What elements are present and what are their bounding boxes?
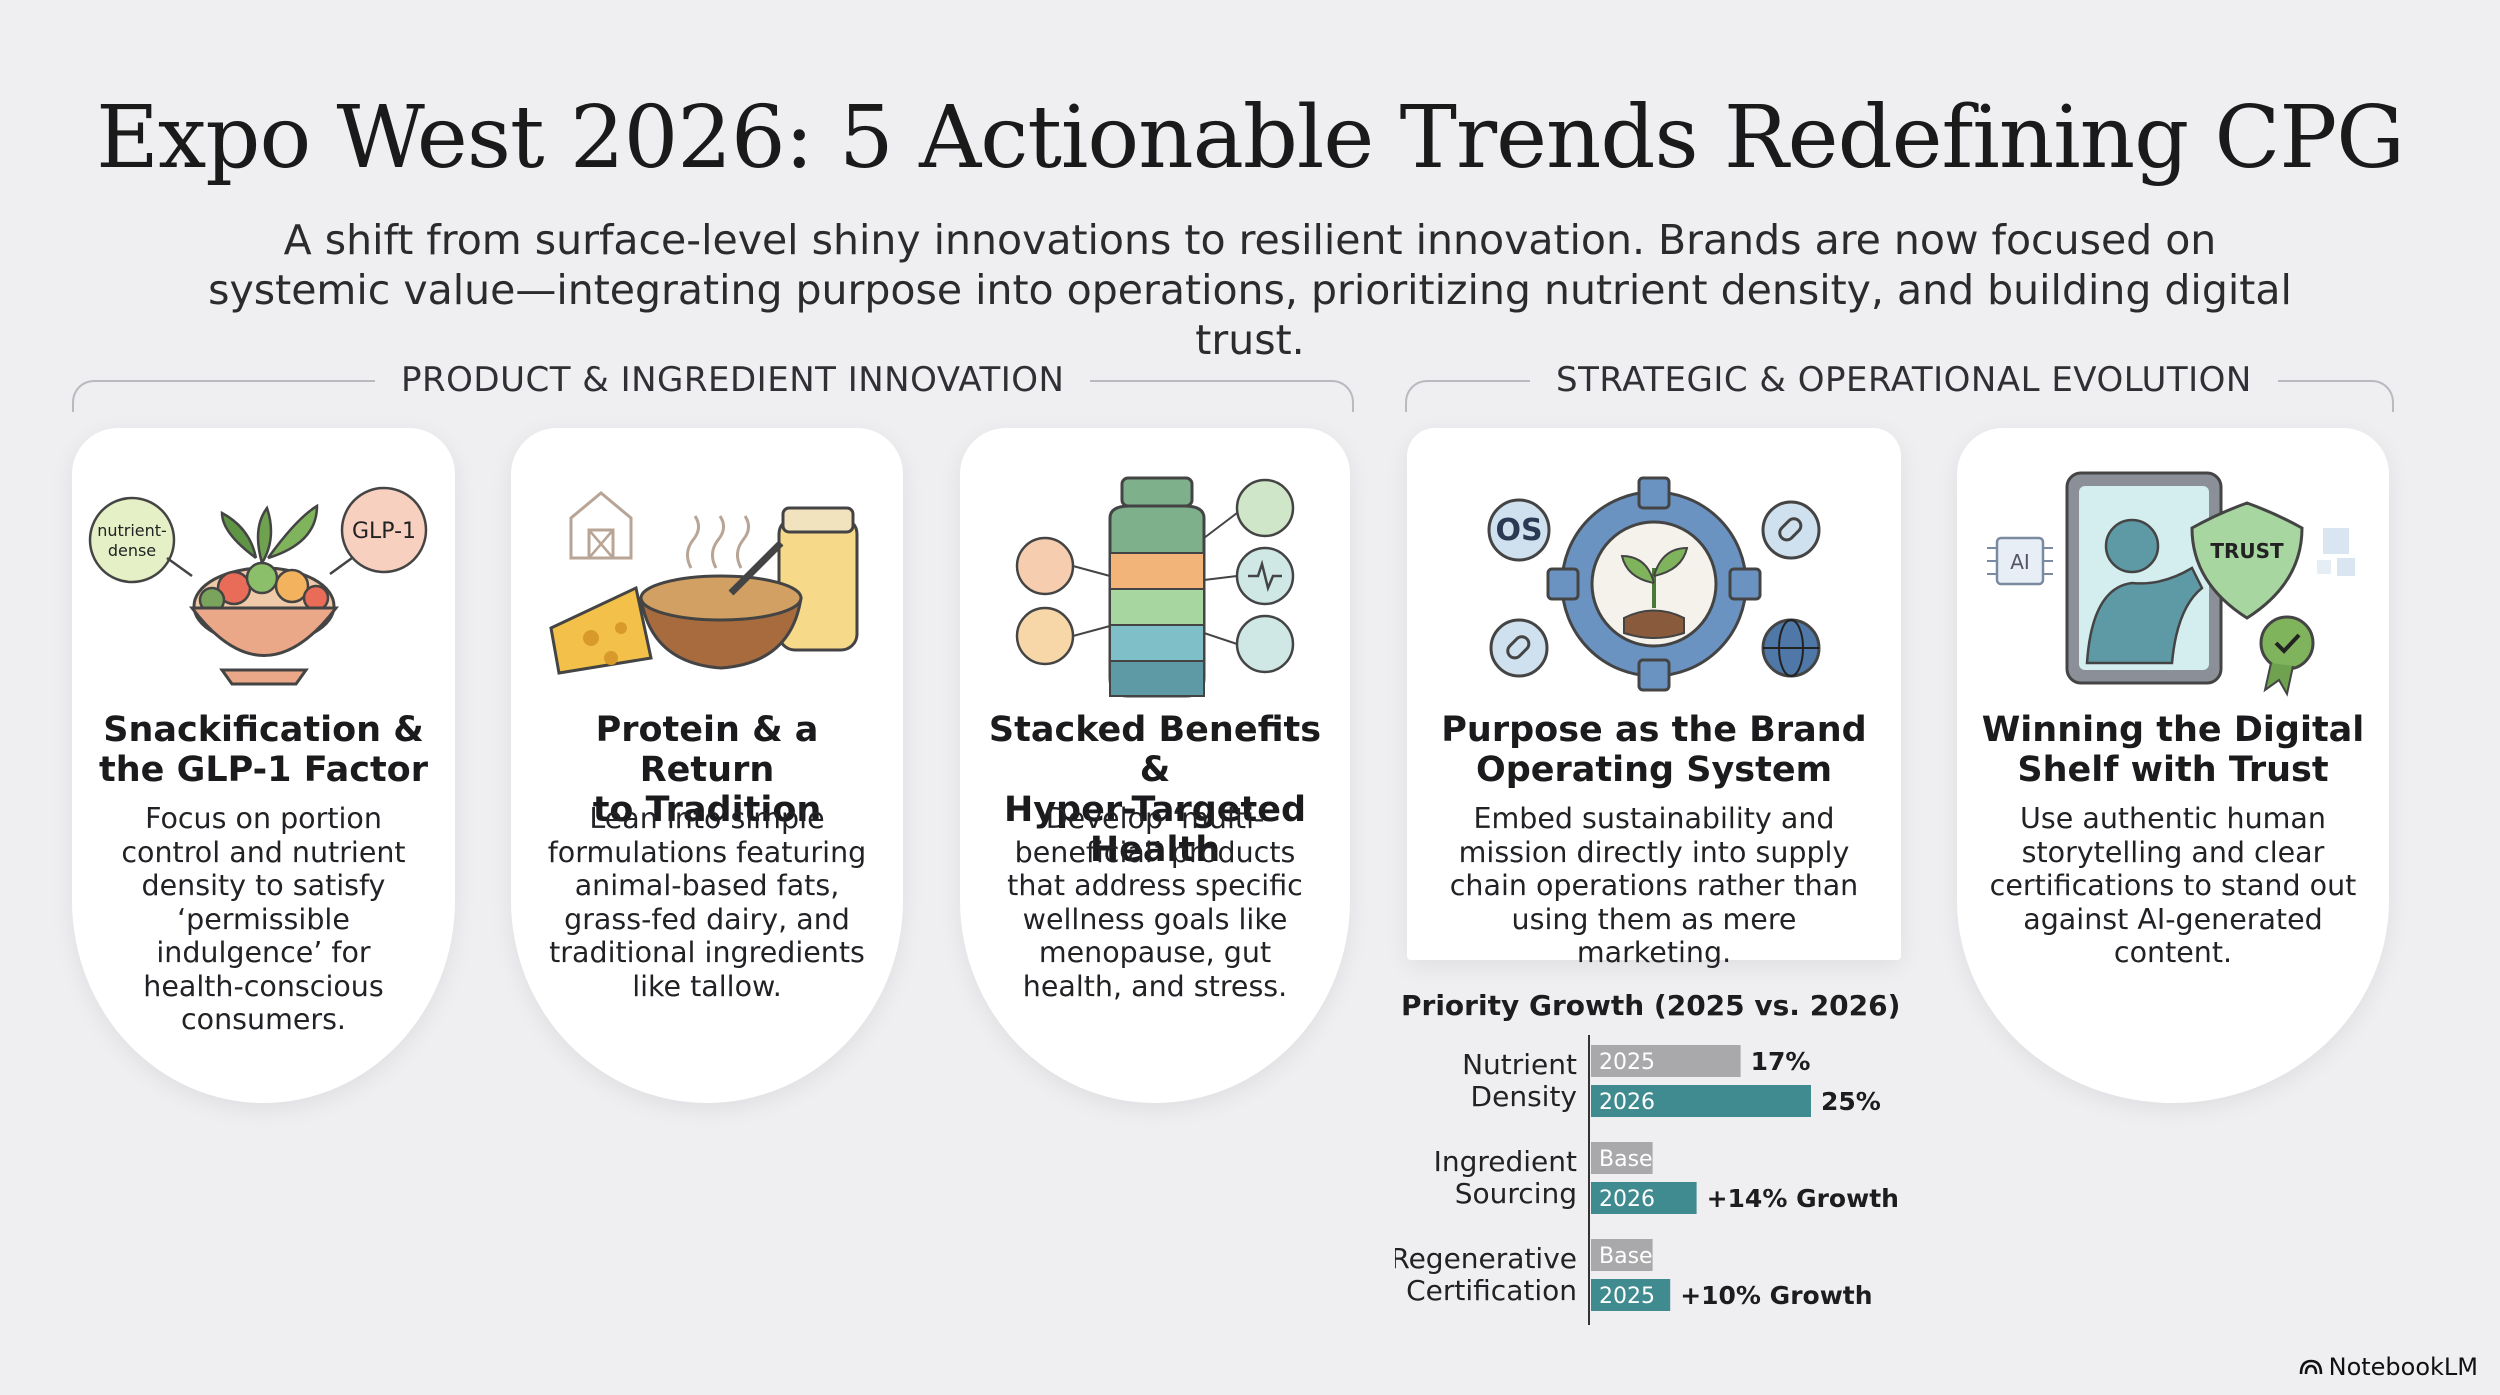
tablet-trust-shield-icon: TRUST AI	[1957, 458, 2389, 708]
svg-text:dense: dense	[108, 541, 156, 560]
category-label: Nutrient	[1462, 1048, 1577, 1081]
card-title: Purpose as the Brand Operating System	[1421, 710, 1887, 790]
svg-text:TRUST: TRUST	[2210, 539, 2284, 563]
card-body: Develop ‘multi-beneficial’ products that…	[990, 802, 1320, 1003]
svg-text:AI: AI	[2010, 550, 2030, 574]
priority-growth-chart: Priority Growth (2025 vs. 2026) Nutrient D…	[1395, 985, 1955, 1325]
card-body: Embed sustainability and mission directl…	[1437, 802, 1871, 970]
card-title: Snackification & the GLP-1 Factor	[86, 710, 441, 790]
bar-label: 2026	[1599, 1090, 1655, 1115]
category-label: Sourcing	[1455, 1177, 1577, 1210]
card-body: Focus on portion control and nutrient de…	[102, 802, 425, 1037]
brand-mark: NotebookLM	[2299, 1353, 2478, 1381]
category-label: Ingredient	[1434, 1145, 1577, 1178]
trend-card-stacked-benefits: Stacked Benefits & Hyper-Targeted Health …	[960, 428, 1350, 1103]
layered-bottle-icon	[960, 458, 1350, 708]
category-label: Density	[1471, 1080, 1577, 1113]
svg-text:GLP-1: GLP-1	[352, 519, 416, 544]
category-label: Certification	[1406, 1274, 1577, 1307]
trend-card-protein-tradition: Protein & a Return to Tradition Lean into…	[511, 428, 903, 1103]
gear-sprout-icon: OS	[1407, 458, 1901, 708]
salad-bowl-icon: nutrient- dense GLP-1	[72, 458, 455, 708]
bar-value-label: 25%	[1821, 1087, 1881, 1116]
trend-card-digital-shelf: TRUST AI Winning the Digital Shelf with T…	[1957, 428, 2389, 1103]
trend-card-purpose-os: OS Purpose as the Brand Operating System …	[1407, 428, 1901, 960]
card-title: Winning the Digital Shelf with Trust	[1971, 710, 2375, 790]
chart-title: Priority Growth (2025 vs. 2026)	[1401, 989, 1900, 1022]
bar-label: 2025	[1599, 1050, 1655, 1075]
page-title: Expo West 2026: 5 Actionable Trends Rede…	[0, 88, 2500, 188]
page-subtitle: A shift from surface-level shiny innovat…	[200, 215, 2300, 365]
section-label-product: PRODUCT & INGREDIENT INNOVATION	[375, 360, 1090, 400]
bar-value-label: 17%	[1751, 1047, 1811, 1076]
svg-text:nutrient-: nutrient-	[97, 521, 167, 540]
bar-value-label: +14% Growth	[1707, 1184, 1899, 1213]
bar-label: 2025	[1599, 1284, 1655, 1309]
trend-card-snackification: nutrient- dense GLP-1 Snackification & th…	[72, 428, 455, 1103]
barn-cheese-bowl-icon	[511, 458, 903, 708]
card-body: Use authentic human storytelling and cle…	[1987, 802, 2359, 970]
bar-label: 2026	[1599, 1187, 1655, 1212]
svg-text:OS: OS	[1495, 513, 1542, 548]
category-label: Regenerative	[1395, 1242, 1577, 1275]
bar-label: Base	[1599, 1147, 1653, 1172]
bar-value-label: +10% Growth	[1680, 1281, 1872, 1310]
brand-name: NotebookLM	[2329, 1353, 2478, 1381]
notebooklm-logo-icon	[2299, 1358, 2323, 1376]
bar-label: Base	[1599, 1244, 1653, 1269]
card-body: Lean into simple formulations featuring …	[541, 802, 873, 1003]
section-label-strategic: STRATEGIC & OPERATIONAL EVOLUTION	[1530, 360, 2278, 400]
